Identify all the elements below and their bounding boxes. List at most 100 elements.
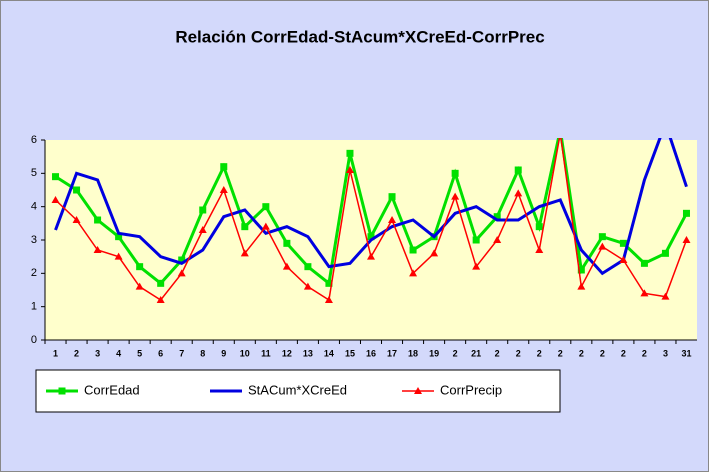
marker [94, 216, 102, 224]
marker [472, 262, 481, 270]
x-tick-label: 14 [324, 348, 334, 358]
marker [682, 209, 690, 217]
x-tick-label: 3 [95, 348, 100, 358]
marker [661, 249, 669, 257]
x-tick-label: 8 [200, 348, 205, 358]
marker [493, 213, 501, 221]
x-tick-label: 3 [663, 348, 668, 358]
marker [598, 242, 607, 250]
y-tick-label: 6 [31, 134, 37, 146]
y-tick-label: 1 [31, 301, 37, 313]
marker [430, 249, 439, 257]
x-tick-label: 18 [408, 348, 418, 358]
x-tick-label: 17 [387, 348, 397, 358]
x-tick-label: 19 [429, 348, 439, 358]
x-tick-label: 13 [303, 348, 313, 358]
marker [414, 387, 422, 394]
marker [324, 296, 333, 303]
x-tick-label: 21 [471, 348, 481, 358]
x-tick-label: 2 [621, 348, 626, 358]
y-tick-label: 4 [31, 201, 37, 213]
marker [282, 262, 291, 270]
marker [325, 279, 333, 287]
x-tick-label: 10 [240, 348, 250, 358]
marker [451, 169, 459, 177]
x-tick-label: 31 [681, 348, 691, 358]
marker [577, 282, 586, 290]
x-tick-label: 2 [642, 348, 647, 358]
x-tick-label: 5 [137, 348, 142, 358]
marker [535, 223, 543, 231]
legend-label: CorrEdad [84, 382, 140, 397]
chart-title: Relación CorrEdad-StAcum*XCreEd-CorrPrec [175, 27, 544, 46]
legend-label: CorrPrecip [440, 382, 502, 397]
marker [367, 252, 375, 260]
x-tick-label: 16 [366, 348, 376, 358]
marker [619, 256, 628, 263]
x-tick-label: 2 [495, 348, 500, 358]
marker [304, 263, 312, 271]
marker [52, 173, 60, 181]
marker [514, 189, 523, 197]
marker [135, 282, 144, 290]
marker [409, 246, 417, 254]
y-tick-label: 2 [31, 267, 37, 279]
marker [346, 149, 354, 157]
y-tick-label: 0 [31, 334, 37, 346]
marker [283, 239, 291, 247]
marker [514, 166, 522, 174]
marker [682, 236, 691, 243]
marker [157, 279, 165, 287]
marker [136, 263, 144, 271]
marker [51, 196, 60, 203]
marker [619, 239, 627, 247]
y-tick-label: 3 [31, 234, 37, 246]
marker [156, 296, 165, 303]
legend-items: CorrEdad StACum*XCreEd CorrPrecip [46, 382, 502, 397]
marker [177, 269, 186, 277]
x-tick-label: 4 [116, 348, 121, 358]
marker [220, 163, 228, 171]
marker [388, 193, 396, 201]
marker [72, 216, 81, 223]
x-tick-label: 1 [53, 348, 58, 358]
marker [577, 266, 585, 274]
marker [262, 203, 270, 211]
series-line [54, 138, 688, 276]
marker [535, 246, 544, 253]
marker [241, 223, 249, 231]
legend-label: StACum*XCreEd [248, 382, 347, 397]
x-tick-label: 6 [158, 348, 163, 358]
marker [472, 236, 480, 244]
y-tick-label: 5 [31, 167, 37, 179]
marker [261, 222, 270, 230]
legend [35, 369, 561, 413]
x-tick-label: 11 [261, 348, 271, 358]
marker [115, 233, 123, 241]
x-tick-label: 2 [453, 348, 458, 358]
marker [93, 246, 102, 253]
marker [661, 292, 670, 300]
x-tick-label: 2 [74, 348, 79, 358]
marker [240, 249, 249, 257]
x-tick-label: 2 [579, 348, 584, 358]
x-tick-label: 12 [282, 348, 292, 358]
marker [303, 282, 312, 290]
x-tick-label: 15 [345, 348, 355, 358]
x-tick-label: 2 [516, 348, 521, 358]
x-tick-label: 2 [558, 348, 563, 358]
plot [51, 138, 691, 303]
marker [409, 269, 418, 277]
x-tick-label: 7 [179, 348, 184, 358]
x-tick-label: 2 [537, 348, 542, 358]
x-tick-label: 2 [600, 348, 605, 358]
marker [198, 226, 207, 233]
marker [219, 186, 228, 193]
marker [58, 387, 66, 395]
marker [199, 206, 207, 214]
marker [367, 233, 375, 241]
marker [640, 289, 649, 297]
marker [598, 233, 606, 241]
